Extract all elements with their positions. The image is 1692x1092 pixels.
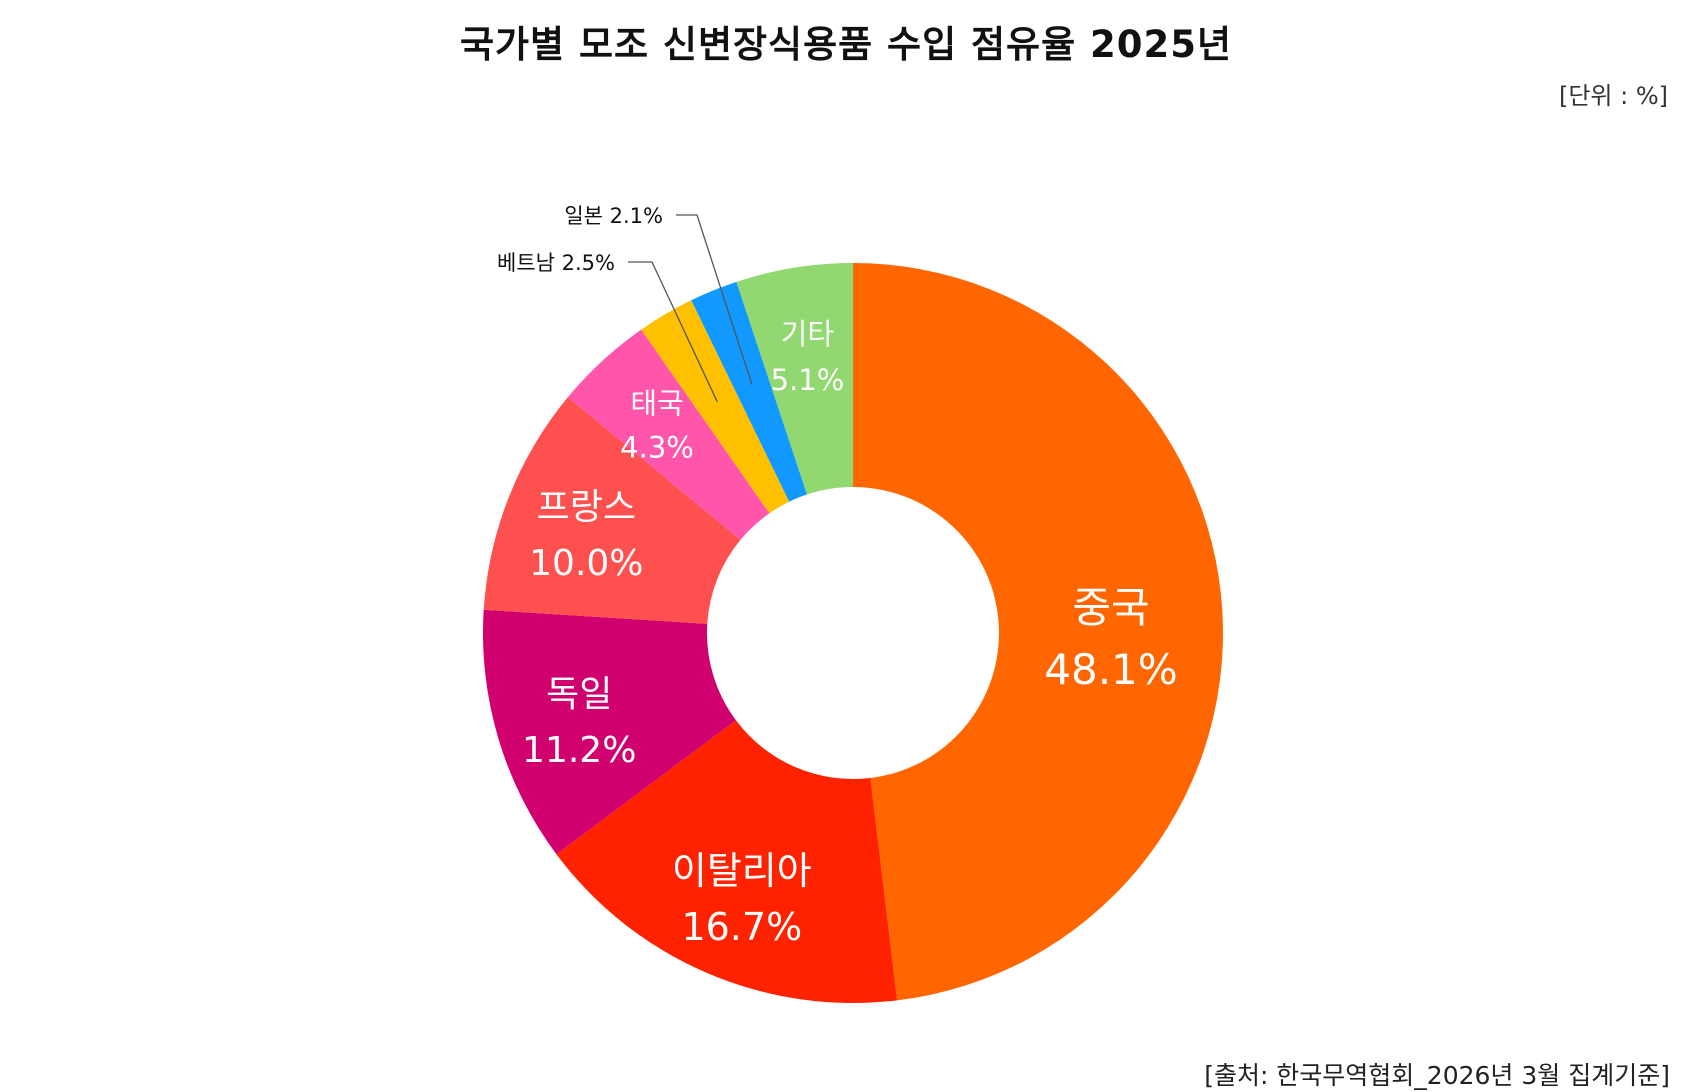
slice-outside-label-5: 베트남 2.5% [497, 251, 615, 275]
slice-value-7: 5.1% [771, 363, 845, 397]
slice-2 [483, 609, 736, 855]
slice-outside-label-6: 일본 2.1% [564, 204, 663, 228]
slice-label-3: 프랑스 [537, 487, 636, 528]
slice-1 [556, 720, 898, 1003]
slice-value-2: 11.2% [522, 730, 636, 771]
slice-label-7: 기타 [781, 317, 834, 351]
slice-5 [641, 300, 790, 514]
slice-label-0: 중국 [1072, 583, 1149, 632]
slice-6 [691, 281, 808, 502]
chart-title: 국가별 모조 신변장식용품 수입 점유율 2025년 [459, 23, 1233, 66]
slice-4 [567, 329, 770, 540]
slice-7 [736, 263, 853, 495]
source-note: [출처: 한국무역협회_2026년 3월 집계기준] [1204, 1061, 1670, 1090]
slice-3 [483, 397, 741, 624]
slice-label-1: 이탈리아 [672, 849, 812, 893]
unit-label: [단위 : %] [1558, 82, 1668, 110]
slice-label-2: 독일 [546, 674, 612, 715]
slice-value-4: 4.3% [620, 431, 694, 465]
leader-line-6 [676, 214, 753, 385]
slice-value-1: 16.7% [681, 905, 802, 949]
slice-value-0: 48.1% [1044, 645, 1177, 694]
slice-0 [853, 263, 1224, 1001]
slice-value-3: 10.0% [529, 543, 643, 584]
slice-label-4: 태국 [630, 387, 683, 421]
leader-line-5 [628, 261, 718, 403]
